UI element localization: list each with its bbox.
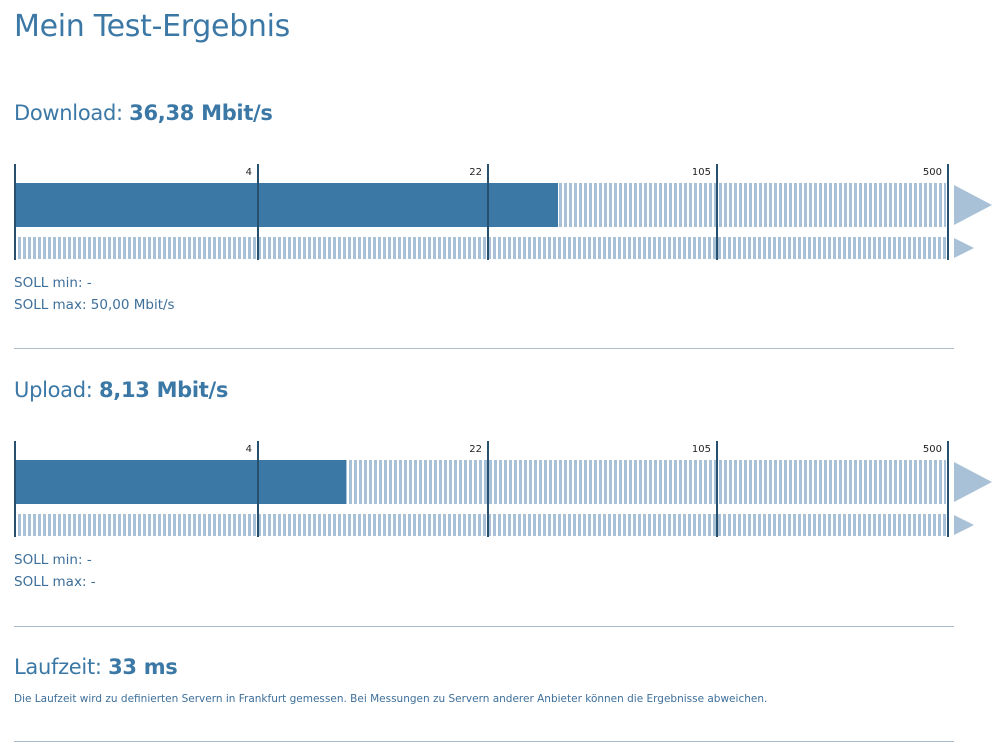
upload-soll-min-label: SOLL min: bbox=[14, 552, 83, 568]
download-tick-label-4: 4 bbox=[245, 167, 252, 178]
download-label: Download: bbox=[14, 101, 123, 125]
upload-reference-track bbox=[18, 514, 946, 536]
upload-bar-track bbox=[14, 460, 946, 504]
download-tick-105 bbox=[716, 164, 718, 260]
download-bar-fill bbox=[14, 183, 558, 227]
latency-note: Die Laufzeit wird zu definierten Servern… bbox=[14, 693, 768, 705]
upload-tick-22 bbox=[487, 441, 489, 537]
upload-arrow-icon bbox=[954, 462, 992, 502]
upload-tick-label-4: 4 bbox=[245, 444, 252, 455]
download-soll: SOLL min: - SOLL max: 50,00 Mbit/s bbox=[14, 272, 175, 316]
upload-tick-label-105: 105 bbox=[691, 444, 711, 455]
download-tick-4 bbox=[257, 164, 259, 260]
download-tick-500 bbox=[947, 164, 949, 260]
upload-tick-500 bbox=[947, 441, 949, 537]
upload-soll: SOLL min: - SOLL max: - bbox=[14, 549, 96, 593]
upload-bar-fill bbox=[14, 460, 346, 504]
download-reference-track bbox=[18, 237, 946, 259]
upload-tick-origin bbox=[14, 441, 16, 537]
download-value: 36,38 Mbit/s bbox=[129, 101, 273, 125]
upload-soll-max-value: - bbox=[90, 574, 96, 590]
divider bbox=[14, 348, 954, 349]
download-soll-max: SOLL max: 50,00 Mbit/s bbox=[14, 294, 175, 316]
download-tick-22 bbox=[487, 164, 489, 260]
download-soll-min-label: SOLL min: bbox=[14, 275, 83, 291]
upload-soll-min-value: - bbox=[86, 552, 92, 568]
page-title: Mein Test-Ergebnis bbox=[14, 9, 291, 44]
download-tick-origin bbox=[14, 164, 16, 260]
download-heading: Download: 36,38 Mbit/s bbox=[14, 101, 273, 125]
latency-value: 33 ms bbox=[108, 655, 178, 679]
upload-soll-max: SOLL max: - bbox=[14, 571, 96, 593]
download-tick-label-105: 105 bbox=[691, 167, 711, 178]
download-arrow-icon bbox=[954, 185, 992, 225]
latency-label: Laufzeit: bbox=[14, 655, 102, 679]
download-soll-max-value: 50,00 Mbit/s bbox=[90, 297, 175, 313]
download-tick-label-22: 22 bbox=[469, 167, 482, 178]
download-reference-arrow-icon bbox=[954, 238, 974, 258]
upload-tick-4 bbox=[257, 441, 259, 537]
latency-heading: Laufzeit: 33 ms bbox=[14, 655, 178, 679]
upload-tick-105 bbox=[716, 441, 718, 537]
divider bbox=[14, 626, 954, 627]
upload-soll-max-label: SOLL max: bbox=[14, 574, 87, 590]
upload-heading: Upload: 8,13 Mbit/s bbox=[14, 378, 228, 402]
download-bar-track bbox=[14, 183, 946, 227]
upload-soll-min: SOLL min: - bbox=[14, 549, 96, 571]
download-soll-min: SOLL min: - bbox=[14, 272, 175, 294]
upload-tick-label-22: 22 bbox=[469, 444, 482, 455]
download-tick-label-500: 500 bbox=[922, 167, 942, 178]
download-soll-min-value: - bbox=[86, 275, 92, 291]
upload-label: Upload: bbox=[14, 378, 93, 402]
upload-gauge: 4 22 105 500 bbox=[14, 441, 994, 541]
download-soll-max-label: SOLL max: bbox=[14, 297, 87, 313]
divider bbox=[14, 741, 954, 742]
upload-tick-label-500: 500 bbox=[922, 444, 942, 455]
download-gauge: 4 22 105 500 bbox=[14, 164, 994, 264]
upload-value: 8,13 Mbit/s bbox=[98, 378, 229, 402]
upload-reference-arrow-icon bbox=[954, 515, 974, 535]
